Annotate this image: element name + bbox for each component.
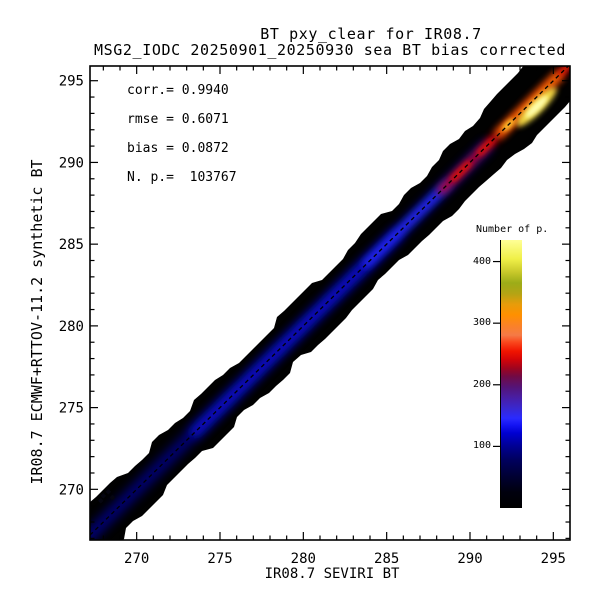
colorbar-tick-label: 300 <box>472 317 491 329</box>
x-tick-label: 270 <box>124 551 149 567</box>
colorbar-title: Number of p. <box>476 224 549 235</box>
stat-rmse: rmse = 0.6071 <box>127 112 229 127</box>
density-core-segment <box>437 66 570 195</box>
density-core-segment <box>363 180 452 268</box>
y-tick-label: 280 <box>59 319 84 335</box>
x-tick-label: 275 <box>207 551 232 567</box>
density-core-segment <box>557 66 570 77</box>
density-core-segment <box>495 71 563 138</box>
density-core-segment <box>450 161 472 182</box>
x-axis-title: IR08.7 SEVIRI BT <box>264 566 400 582</box>
plot-frame <box>89 65 571 541</box>
density-hotspot-inner <box>525 96 548 118</box>
outlier-point <box>109 494 116 501</box>
density-core-segment <box>90 227 404 540</box>
colorbar-tick-label: 200 <box>472 378 491 390</box>
outlier-point <box>100 493 107 499</box>
y-tick-label: 275 <box>59 401 84 417</box>
density-bright-spot <box>502 118 515 131</box>
chart-subtitle: MSG2_IODC 20250901_20250930 sea BT bias … <box>94 41 566 59</box>
x-tick-label: 280 <box>291 551 316 567</box>
chart-title: BT pxy_clear for IR08.7 <box>260 25 482 43</box>
outlier-point <box>98 497 104 504</box>
x-tick-label: 290 <box>457 551 482 567</box>
outlier-point <box>105 488 112 495</box>
stat-npoints: N. p.= 103767 <box>127 170 237 185</box>
identity-line <box>90 66 570 536</box>
y-axis-title: IR08.7 ECMWF+RTTOV-11.2 synthetic BT <box>28 159 46 485</box>
colorbar-gradient <box>500 240 522 508</box>
stat-corr: corr.= 0.9940 <box>127 83 229 98</box>
stat-bias: bias = 0.0872 <box>127 141 229 156</box>
y-tick-label: 290 <box>59 155 84 171</box>
density-core-segment <box>190 141 492 438</box>
y-tick-label: 285 <box>59 237 84 253</box>
y-tick-label: 295 <box>59 74 84 90</box>
x-tick-label: 295 <box>541 551 566 567</box>
x-tick-label: 285 <box>374 551 399 567</box>
density-hotspot-outer <box>516 87 557 127</box>
y-tick-label: 270 <box>59 482 84 498</box>
density-core-segment <box>477 138 495 156</box>
colorbar-tick-label: 400 <box>472 255 491 267</box>
colorbar-tick-label: 100 <box>472 440 491 452</box>
